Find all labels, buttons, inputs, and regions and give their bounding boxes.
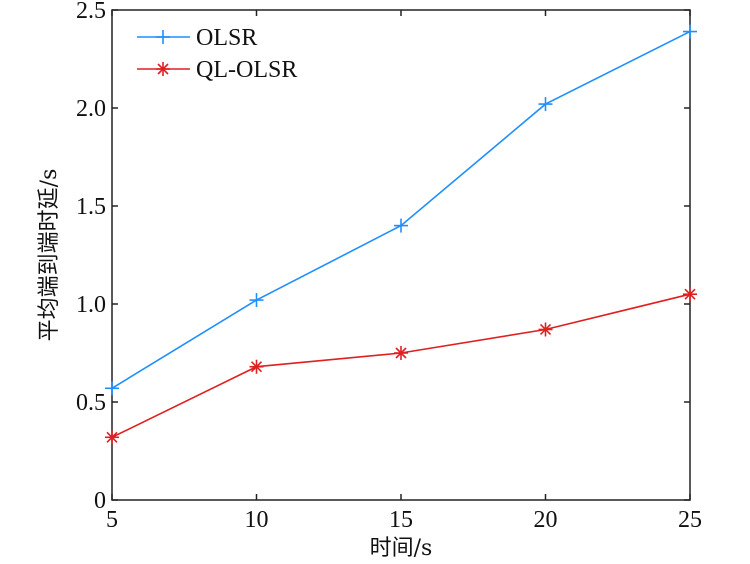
series-ql-olsr — [105, 287, 697, 445]
data-point — [249, 293, 264, 308]
y-axis-title: 平均端到端时延/s — [37, 169, 62, 342]
series-layer — [105, 24, 697, 445]
y-tick-label: 0.5 — [76, 390, 106, 416]
data-point — [538, 97, 553, 112]
legend-marker-ql-olsr — [156, 62, 170, 76]
y-axis: 0 0.5 1.0 1.5 2.0 2.5 — [76, 0, 690, 514]
series-line — [111, 30, 691, 389]
y-tick-label: 1.0 — [76, 292, 106, 318]
x-tick-label: 10 — [245, 507, 269, 533]
legend-label-olsr: OLSR — [196, 25, 257, 51]
x-tick-label: 15 — [389, 507, 413, 533]
x-tick-label: 5 — [106, 507, 118, 533]
data-point — [683, 24, 697, 39]
y-tick-label: 1.5 — [76, 194, 106, 220]
data-point — [105, 430, 119, 445]
y-tick-label: 2.0 — [76, 96, 106, 122]
legend-marker-olsr — [156, 30, 170, 44]
legend-marker-glyph — [156, 30, 170, 44]
legend-label-ql-olsr: QL-OLSR — [196, 57, 297, 83]
series-olsr — [105, 24, 697, 396]
x-tick-label: 25 — [678, 507, 702, 533]
data-point — [249, 359, 264, 374]
x-axis-title: 时间/s — [370, 536, 433, 561]
x-tick-label: 20 — [534, 507, 558, 533]
data-point — [683, 287, 697, 302]
y-tick-label: 2.5 — [76, 0, 106, 24]
legend: OLSR QL-OLSR — [137, 25, 297, 83]
data-point — [394, 346, 408, 360]
plot-frame — [111, 9, 691, 501]
legend-marker-glyph — [156, 62, 170, 76]
data-point — [394, 218, 408, 233]
data-point — [538, 322, 553, 337]
x-axis: 5 10 15 20 25 — [106, 10, 702, 533]
series-line — [111, 293, 691, 438]
y-tick-label: 0 — [94, 488, 106, 514]
data-point — [105, 381, 119, 396]
